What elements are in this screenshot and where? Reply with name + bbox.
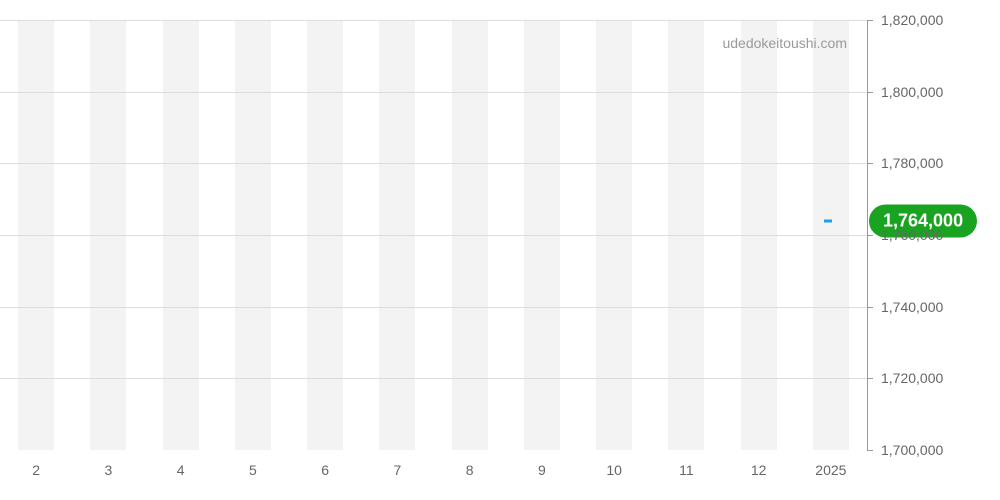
x-axis-label: 6: [321, 462, 329, 478]
y-axis-label: 1,720,000: [881, 370, 943, 386]
y-axis-label: 1,700,000: [881, 442, 943, 458]
y-axis-label: 1,820,000: [881, 12, 943, 28]
x-axis-label: 2: [32, 462, 40, 478]
y-tick: [867, 378, 873, 379]
y-tick: [867, 307, 873, 308]
y-tick: [867, 20, 873, 21]
x-axis-label: 4: [177, 462, 185, 478]
plot-area: [0, 20, 867, 450]
x-axis-label: 9: [538, 462, 546, 478]
gridline: [0, 163, 867, 164]
y-tick: [867, 163, 873, 164]
y-tick: [867, 450, 873, 451]
gridline: [0, 307, 867, 308]
gridline: [0, 20, 867, 21]
gridline: [0, 235, 867, 236]
gridline: [0, 378, 867, 379]
data-point-marker: [824, 219, 832, 222]
x-axis-label: 11: [679, 462, 694, 478]
price-chart: udedokeitoushi.com 1,764,000: [0, 0, 1000, 500]
gridline: [0, 92, 867, 93]
watermark: udedokeitoushi.com: [722, 35, 847, 51]
x-axis-label: 8: [466, 462, 474, 478]
x-axis-label: 5: [249, 462, 257, 478]
x-axis-label: 3: [104, 462, 112, 478]
x-axis-label: 10: [606, 462, 622, 478]
x-axis-label: 7: [393, 462, 401, 478]
y-axis-label: 1,800,000: [881, 84, 943, 100]
y-axis-label: 1,760,000: [881, 227, 943, 243]
x-axis-label: 2025: [815, 462, 846, 478]
y-axis-label: 1,780,000: [881, 155, 943, 171]
y-tick: [867, 92, 873, 93]
x-axis-label: 12: [751, 462, 767, 478]
y-axis-label: 1,740,000: [881, 299, 943, 315]
y-tick: [867, 235, 873, 236]
